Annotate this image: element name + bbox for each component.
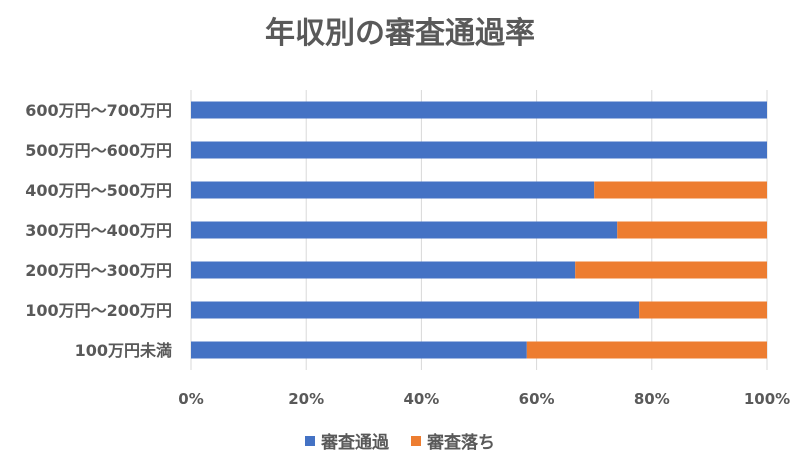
bar-pass: [191, 181, 595, 199]
category-label: 200万円～300万円: [25, 261, 172, 280]
bar-fail: [639, 301, 767, 319]
category-label: 300万円～400万円: [25, 221, 172, 240]
legend-label: 審査通過: [321, 433, 389, 453]
bar-fail: [526, 341, 767, 359]
category-label: 100万円～200万円: [25, 301, 172, 320]
bar-pass: [191, 141, 767, 159]
category-label: 400万円～500万円: [25, 181, 172, 200]
legend-item: 審査通過: [305, 428, 389, 453]
x-tick-label: 100%: [744, 390, 790, 408]
legend-swatch: [305, 435, 315, 446]
bar-fail: [594, 181, 767, 199]
bar-fail: [575, 261, 767, 279]
x-tick-label: 60%: [519, 390, 555, 408]
bar-pass: [191, 221, 618, 239]
x-tick-label: 40%: [403, 390, 439, 408]
x-tick-label: 20%: [288, 390, 324, 408]
bar-pass: [191, 301, 640, 319]
legend-item: 審査落ち: [411, 428, 495, 453]
legend: 審査通過 審査落ち: [0, 428, 800, 453]
x-tick-label: 80%: [634, 390, 670, 408]
bar-pass: [191, 261, 576, 279]
category-label: 100万円未満: [75, 341, 172, 360]
bar-pass: [191, 101, 767, 119]
bar-pass: [191, 341, 527, 359]
x-tick-label: 0%: [178, 390, 203, 408]
legend-label: 審査落ち: [427, 433, 495, 453]
category-label: 600万円～700万円: [25, 101, 172, 120]
chart-title: 年収別の審査通過率: [265, 16, 535, 51]
bar-fail: [617, 221, 767, 239]
legend-swatch: [411, 435, 421, 446]
category-label: 500万円～600万円: [25, 141, 172, 160]
